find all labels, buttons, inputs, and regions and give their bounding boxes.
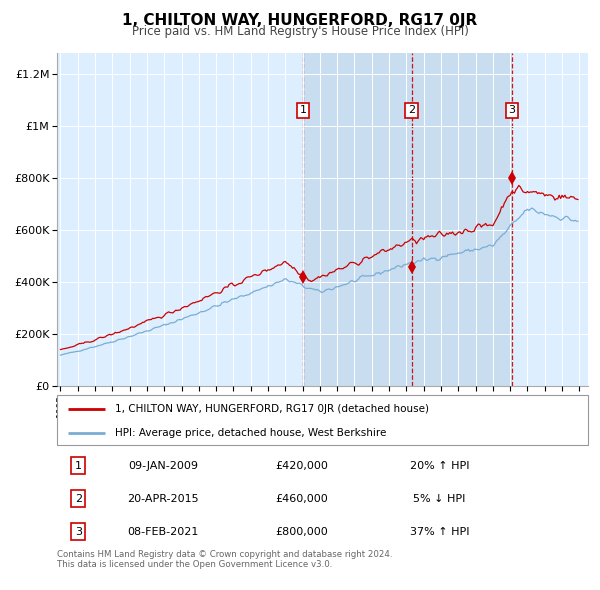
Text: £460,000: £460,000 [275, 494, 328, 503]
Text: Contains HM Land Registry data © Crown copyright and database right 2024.
This d: Contains HM Land Registry data © Crown c… [57, 550, 392, 569]
Text: HPI: Average price, detached house, West Berkshire: HPI: Average price, detached house, West… [115, 428, 387, 438]
Text: Price paid vs. HM Land Registry's House Price Index (HPI): Price paid vs. HM Land Registry's House … [131, 25, 469, 38]
Text: 1, CHILTON WAY, HUNGERFORD, RG17 0JR (detached house): 1, CHILTON WAY, HUNGERFORD, RG17 0JR (de… [115, 404, 430, 414]
Bar [303, 53, 512, 386]
Text: £420,000: £420,000 [275, 461, 328, 470]
Text: 37% ↑ HPI: 37% ↑ HPI [410, 527, 469, 536]
Text: 2: 2 [74, 494, 82, 503]
Text: 20-APR-2015: 20-APR-2015 [127, 494, 199, 503]
Text: 08-FEB-2021: 08-FEB-2021 [128, 527, 199, 536]
Text: 1, CHILTON WAY, HUNGERFORD, RG17 0JR: 1, CHILTON WAY, HUNGERFORD, RG17 0JR [122, 13, 478, 28]
Text: 3: 3 [75, 527, 82, 536]
FancyBboxPatch shape [57, 395, 588, 445]
Text: 09-JAN-2009: 09-JAN-2009 [128, 461, 198, 470]
Text: 1: 1 [75, 461, 82, 470]
Text: 5% ↓ HPI: 5% ↓ HPI [413, 494, 466, 503]
Text: 3: 3 [508, 106, 515, 116]
Text: 1: 1 [299, 106, 307, 116]
Text: £800,000: £800,000 [275, 527, 328, 536]
Text: 20% ↑ HPI: 20% ↑ HPI [410, 461, 469, 470]
Text: 2: 2 [408, 106, 415, 116]
